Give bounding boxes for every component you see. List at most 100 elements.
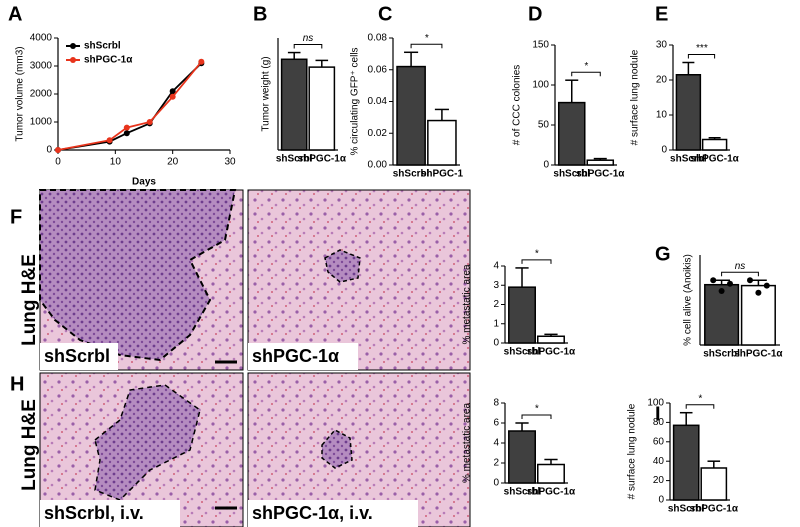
x-tick-label: shPGC-1α bbox=[690, 154, 739, 165]
y-tick-label: 0.06 bbox=[368, 64, 388, 75]
y-tick-label: 1000 bbox=[30, 117, 53, 128]
caption: shPGC-1α, i.v. bbox=[252, 503, 373, 523]
y-tick-label: 0 bbox=[658, 495, 664, 506]
x-tick-label: shScrbl bbox=[504, 487, 541, 498]
data-point bbox=[727, 280, 733, 287]
panel-letter: I bbox=[655, 403, 661, 425]
bar bbox=[396, 65, 426, 166]
caption-box bbox=[40, 500, 180, 527]
significance-bracket bbox=[293, 44, 323, 49]
panel-letter: C bbox=[378, 3, 392, 25]
y-axis-label: % circulating GFP⁺ cells bbox=[350, 47, 361, 155]
x-tick-label: shScrbl bbox=[670, 154, 707, 165]
significance-bracket bbox=[721, 271, 759, 277]
y-tick-label: 4 bbox=[493, 261, 499, 272]
y-tick-label: 3000 bbox=[30, 61, 53, 72]
significance-bracket bbox=[521, 259, 552, 264]
y-axis-label: % cell alive (Anoikis) bbox=[683, 254, 694, 346]
y-tick-label: 1 bbox=[493, 318, 499, 329]
point bbox=[123, 124, 130, 131]
y-tick-label: 0.02 bbox=[368, 128, 388, 139]
point bbox=[169, 93, 176, 100]
legend-label: shPGC-1α bbox=[84, 55, 133, 66]
significance-label: *** bbox=[696, 43, 709, 54]
data-point bbox=[718, 288, 725, 294]
y-tick-label: 20 bbox=[656, 75, 668, 86]
significance-label: * bbox=[698, 393, 703, 404]
data-point bbox=[747, 277, 753, 284]
significance-label: ns bbox=[735, 261, 746, 272]
data-point bbox=[710, 277, 717, 284]
bar bbox=[557, 101, 586, 166]
x-tick-label: shPGC-1α bbox=[690, 504, 739, 515]
significance-bracket bbox=[685, 404, 715, 409]
y-tick-label: 2 bbox=[493, 299, 499, 310]
bar bbox=[308, 66, 336, 151]
significance-bracket bbox=[571, 71, 601, 77]
panel-letter: F bbox=[10, 206, 22, 228]
bar bbox=[537, 335, 565, 344]
significance-bracket bbox=[687, 54, 716, 59]
x-tick-label: shPGC-1α bbox=[576, 169, 625, 180]
bar bbox=[586, 159, 615, 166]
bar bbox=[508, 286, 536, 344]
y-tick-label: 150 bbox=[532, 40, 549, 51]
y-tick-label: 6 bbox=[493, 418, 499, 429]
y-tick-label: 0.08 bbox=[368, 33, 388, 44]
point bbox=[198, 58, 205, 65]
point bbox=[55, 147, 61, 153]
micrograph bbox=[247, 189, 471, 371]
panel-letter: D bbox=[528, 3, 542, 25]
point bbox=[123, 130, 130, 137]
x-tick-label: shScrbl bbox=[553, 169, 590, 180]
y-tick-label: 40 bbox=[653, 456, 665, 467]
y-tick-label: 20 bbox=[653, 475, 665, 486]
caption-box bbox=[248, 500, 418, 527]
y-tick-label: 2 bbox=[493, 458, 499, 469]
bar bbox=[280, 58, 308, 151]
bar bbox=[701, 138, 728, 151]
x-tick-label: 30 bbox=[224, 157, 236, 168]
tumor-outline bbox=[39, 189, 237, 362]
x-tick-label: shScrbl bbox=[703, 349, 740, 360]
y-tick-label: 4 bbox=[493, 438, 499, 449]
bar bbox=[508, 430, 536, 484]
x-tick-label: 10 bbox=[110, 157, 122, 168]
significance-label: * bbox=[535, 404, 540, 415]
y-tick-label: 0 bbox=[493, 338, 499, 349]
y-tick-label: 3 bbox=[493, 280, 499, 291]
bar bbox=[537, 463, 565, 484]
x-tick-label: shPGC-1α bbox=[527, 347, 576, 358]
x-tick-label: 20 bbox=[167, 157, 179, 168]
caption: shPGC-1α bbox=[252, 346, 339, 366]
y-tick-label: 4000 bbox=[30, 33, 53, 44]
y-axis-label: # of CCC colonies bbox=[512, 65, 523, 146]
significance-label: * bbox=[425, 33, 430, 44]
y-tick-label: 100 bbox=[532, 80, 549, 91]
y-tick-label: 2000 bbox=[30, 89, 53, 100]
panel-letter: E bbox=[655, 3, 668, 25]
y-tick-label: 50 bbox=[538, 120, 550, 131]
y-tick-label: 0.00 bbox=[368, 160, 388, 171]
tumor-outline bbox=[321, 429, 353, 469]
point bbox=[106, 137, 113, 144]
caption-box bbox=[248, 343, 358, 370]
bar bbox=[675, 74, 702, 151]
bar bbox=[427, 119, 457, 166]
series-line bbox=[57, 62, 202, 151]
x-tick-label: shScrbl bbox=[276, 154, 313, 165]
legend-label: shScrbl bbox=[84, 41, 121, 52]
y-axis-label: % metastatic area bbox=[462, 264, 473, 344]
panel-letter: A bbox=[8, 3, 22, 25]
bar bbox=[704, 283, 740, 346]
x-tick-label: shScrbl bbox=[668, 504, 705, 515]
y-tick-label: 0 bbox=[493, 478, 499, 489]
y-axis-label: Tumor volume (mm3) bbox=[15, 46, 26, 141]
x-tick-label: shPGC-1α bbox=[298, 154, 347, 165]
significance-label: * bbox=[535, 249, 540, 260]
x-tick-label: shPGC-1α bbox=[527, 487, 576, 498]
caption-box bbox=[40, 343, 118, 370]
x-tick-label: 0 bbox=[55, 157, 61, 168]
point bbox=[169, 88, 176, 95]
